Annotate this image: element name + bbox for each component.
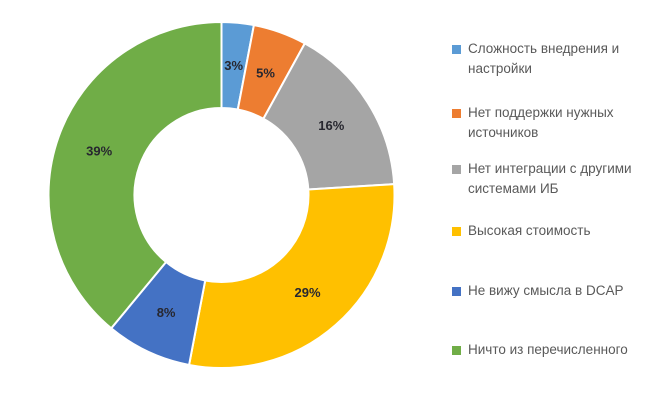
legend-item-net-podderzhki: Нет поддержки нужных источников [452,103,637,143]
legend-label: Ничто из перечисленного [468,342,628,357]
slice-value-label: 29% [294,285,320,300]
legend-label: Нет интеграции с другими системами ИБ [468,161,632,196]
slice-value-label: 3% [224,58,243,73]
legend-label: Нет поддержки нужных источников [468,105,614,140]
chart-legend: Сложность внедрения и настройки Нет подд… [452,0,637,404]
slice-value-label: 5% [256,65,275,80]
legend-label: Не вижу смысла в DCAP [468,283,624,298]
slice-value-label: 8% [157,305,176,320]
legend-swatch-icon [452,109,461,118]
legend-label: Высокая стоимость [468,223,591,238]
legend-item-net-integracii: Нет интеграции с другими системами ИБ [452,159,637,199]
legend-swatch-icon [452,227,461,236]
legend-item-nichto-iz-perechislennogo: Ничто из перечисленного [452,340,637,360]
slice-value-label: 39% [86,144,112,159]
slice-value-label: 16% [318,118,344,133]
legend-item-vysokaya-stoimost: Высокая стоимость [452,221,637,241]
legend-label: Сложность внедрения и настройки [468,41,620,76]
legend-item-ne-vizhu-smysla: Не вижу смысла в DCAP [452,281,637,301]
legend-swatch-icon [452,165,461,174]
legend-item-slozhnost-vnedreniya: Сложность внедрения и настройки [452,39,637,79]
legend-swatch-icon [452,346,461,355]
donut-slice-6 [47,21,223,330]
legend-swatch-icon [452,45,461,54]
donut-slice-4 [188,183,396,370]
legend-swatch-icon [452,287,461,296]
